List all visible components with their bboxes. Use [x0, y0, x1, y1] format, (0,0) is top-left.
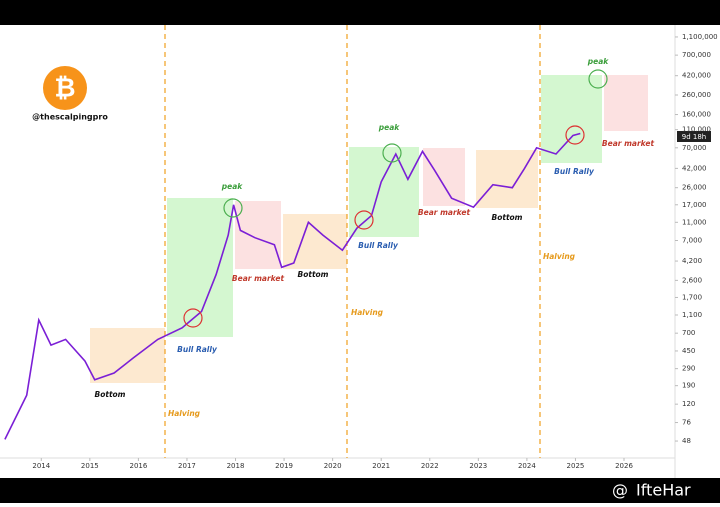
annotation: Bear market [602, 139, 655, 148]
watermark-icon: @ [612, 481, 628, 500]
phase-zone [541, 75, 602, 163]
top-bar [0, 0, 720, 25]
x-tick-label: 2026 [615, 462, 633, 470]
y-tick-label: 17,000 [682, 201, 707, 209]
annotation: Bull Rally [177, 345, 218, 354]
y-tick-label: 4,200 [682, 257, 702, 265]
y-tick-label: 190 [682, 382, 695, 390]
x-tick-label: 2021 [372, 462, 390, 470]
zones [90, 25, 648, 458]
x-tick-label: 2017 [178, 462, 196, 470]
y-tick-label: 7,000 [682, 236, 702, 244]
y-tick-label: 11,000 [682, 218, 707, 226]
annotation: Halving [168, 409, 201, 418]
y-tick-label: 42,000 [682, 164, 707, 172]
phase-zone [604, 75, 648, 131]
annotation: Bottom [491, 213, 522, 222]
x-tick-label: 2025 [567, 462, 585, 470]
y-tick-label: 260,000 [682, 91, 711, 99]
annotation: Bear market [418, 208, 471, 217]
phase-zone [90, 328, 165, 383]
price-line [4, 132, 581, 440]
y-tick-label: 26,000 [682, 184, 707, 192]
annotation: peak [587, 57, 610, 66]
annotation: Bear market [232, 274, 285, 283]
y-tick-label: 110,000 [682, 126, 711, 134]
highlight-circle [588, 69, 608, 89]
highlight-circle [382, 143, 402, 163]
price-tag: 9d 18h [682, 133, 706, 141]
y-tick-label: 76 [682, 419, 691, 427]
highlight-circle [183, 308, 203, 328]
x-tick-label: 2022 [421, 462, 439, 470]
y-tick-label: 450 [682, 347, 695, 355]
x-tick-label: 2020 [324, 462, 342, 470]
highlight-circle [565, 125, 585, 145]
y-tick-label: 1,700 [682, 293, 702, 301]
phase-zone [235, 201, 281, 269]
x-tick-label: 2015 [81, 462, 99, 470]
y-tick-label: 420,000 [682, 72, 711, 80]
phase-zone [349, 147, 419, 237]
x-tick-label: 2024 [518, 462, 536, 470]
x-tick-label: 2016 [129, 462, 147, 470]
watermark: IfteHar [636, 481, 691, 500]
bottom-bar [0, 478, 720, 503]
x-tick-label: 2018 [227, 462, 245, 470]
phase-zone [476, 150, 538, 208]
x-tick-label: 2014 [32, 462, 50, 470]
y-tick-label: 700,000 [682, 51, 711, 59]
phase-zone [283, 214, 347, 269]
y-tick-label: 1,100 [682, 311, 702, 319]
y-tick-label: 2,600 [682, 276, 702, 284]
y-tick-label: 160,000 [682, 111, 711, 119]
price-tag-box [677, 131, 711, 142]
bitcoin-logo [43, 66, 87, 110]
x-tick-label: 2023 [469, 462, 487, 470]
annotation: Halving [351, 308, 384, 317]
y-tick-label: 48 [682, 437, 691, 445]
y-tick-label: 120 [682, 400, 695, 408]
annotation: peak [221, 182, 244, 191]
y-tick-label: 290 [682, 365, 695, 373]
bitcoin-symbol: ₿ [54, 74, 75, 104]
y-tick-label: 1,100,000 [682, 33, 718, 41]
annotation: Bottom [94, 390, 125, 399]
y-tick-label: 70,000 [682, 144, 707, 152]
annotation: Bull Rally [358, 241, 399, 250]
annotation: Halving [543, 252, 576, 261]
y-tick-label: 700 [682, 329, 695, 337]
x-tick-label: 2019 [275, 462, 293, 470]
phase-zone [167, 198, 233, 337]
annotation: peak [378, 123, 401, 132]
phase-zone [423, 148, 465, 206]
handle: @thescalpingpro [32, 113, 108, 122]
highlight-circle [354, 210, 374, 230]
annotation: Bottom [297, 270, 328, 279]
annotation: Bull Rally [554, 167, 595, 176]
highlight-circle [223, 198, 243, 218]
